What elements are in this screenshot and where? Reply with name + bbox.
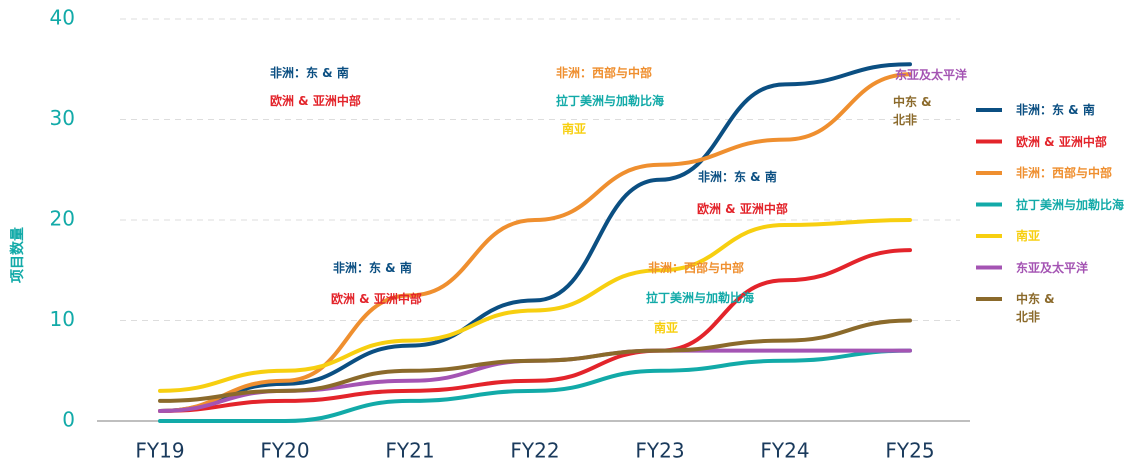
annotation: 非洲：东 & 南 [698, 170, 777, 184]
annotation: 欧洲 & 亚洲中部 [697, 202, 788, 216]
x-tick-label: FY20 [260, 439, 309, 463]
x-tick-label: FY22 [510, 439, 559, 463]
annotation: 拉丁美洲与加勒比海 [556, 94, 665, 108]
y-tick-label: 40 [50, 6, 75, 30]
annotation: 非洲：西部与中部 [648, 261, 745, 275]
x-tick-label: FY19 [135, 439, 184, 463]
y-tick-label: 10 [50, 307, 75, 331]
legend-label: 南亚 [1016, 229, 1041, 243]
legend-label: 东亚及太平洋 [1016, 260, 1089, 275]
series-line [158, 72, 912, 413]
y-tick-label: 30 [50, 106, 75, 130]
x-tick-label: FY25 [885, 439, 934, 463]
y-axis-label: 项目数量 [9, 227, 26, 283]
annotation: 非洲：东 & 南 [270, 66, 349, 80]
series-line [158, 348, 912, 424]
x-tick-label: FY21 [385, 439, 434, 463]
annotation: 南亚 [654, 321, 679, 335]
legend-label: 拉丁美洲与加勒比海 [1016, 197, 1125, 212]
legend-label: 非洲：东 & 南 [1016, 103, 1095, 117]
series-line [158, 218, 912, 393]
x-tick-label: FY24 [760, 439, 809, 463]
annotation: 非洲：东 & 南 [333, 261, 412, 275]
legend-label: 欧洲 & 亚洲中部 [1016, 134, 1107, 149]
annotation: 拉丁美洲与加勒比海 [646, 291, 755, 305]
legend-label: 中东 & 北非 [1016, 292, 1055, 324]
x-tick-label: FY23 [635, 439, 684, 463]
annotation: 欧洲 & 亚洲中部 [270, 94, 361, 108]
annotation: 东亚及太平洋 [895, 68, 968, 82]
legend-label: 非洲：西部与中部 [1016, 166, 1113, 180]
annotation: 非洲：西部与中部 [556, 66, 653, 80]
series-line [158, 248, 912, 413]
y-tick-label: 0 [62, 408, 75, 432]
annotation: 欧洲 & 亚洲中部 [331, 292, 422, 306]
annotation: 南亚 [562, 122, 587, 136]
series-line [158, 62, 912, 413]
y-tick-label: 20 [50, 207, 75, 231]
annotation: 中东 & 北非 [893, 95, 932, 127]
series-line [158, 318, 912, 403]
